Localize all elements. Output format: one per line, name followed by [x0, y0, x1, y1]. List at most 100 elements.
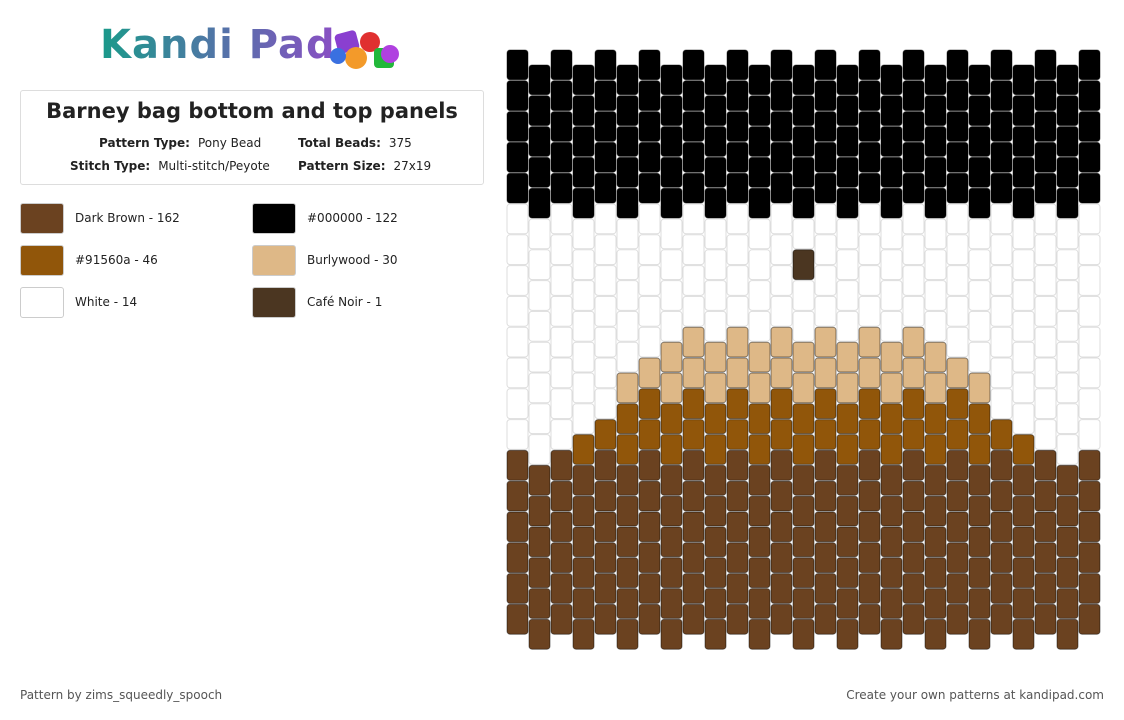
- bead: [594, 603, 617, 635]
- bead: [858, 419, 881, 450]
- bead: [594, 357, 617, 389]
- swatch-label: Dark Brown - 162: [75, 211, 180, 225]
- bead: [836, 372, 859, 404]
- bead: [836, 280, 859, 311]
- bead: [968, 588, 991, 619]
- bead: [924, 618, 947, 650]
- bead: [1034, 80, 1057, 112]
- bead: [924, 341, 947, 373]
- bead: [814, 111, 837, 142]
- bead: [726, 419, 749, 450]
- bead: [990, 234, 1013, 266]
- bead: [770, 573, 793, 604]
- bead: [902, 511, 925, 543]
- bead: [1056, 341, 1079, 373]
- bead: [902, 573, 925, 604]
- bead: [616, 495, 639, 527]
- bead: [616, 249, 639, 281]
- bead: [506, 542, 529, 574]
- bead: [682, 234, 705, 266]
- bead: [1056, 526, 1079, 558]
- bead: [836, 156, 859, 188]
- swatch: [20, 245, 64, 276]
- bead: [660, 249, 683, 281]
- bead: [572, 280, 595, 311]
- bead: [748, 249, 771, 281]
- bead: [528, 557, 551, 589]
- bead: [792, 310, 815, 342]
- bead: [660, 464, 683, 496]
- bead: [616, 218, 639, 250]
- bead: [902, 203, 925, 235]
- bead: [748, 618, 771, 650]
- bead: [572, 434, 595, 465]
- bead: [814, 80, 837, 112]
- bead: [704, 464, 727, 496]
- bead: [726, 449, 749, 481]
- bead: [506, 265, 529, 296]
- bead: [770, 172, 793, 204]
- bead: [968, 403, 991, 435]
- bead: [748, 280, 771, 311]
- bead: [968, 126, 991, 157]
- bead: [704, 557, 727, 589]
- bead: [550, 203, 573, 235]
- bead: [836, 310, 859, 342]
- bead: [748, 588, 771, 619]
- bead: [792, 618, 815, 650]
- bead: [550, 511, 573, 543]
- bead: [902, 603, 925, 635]
- bead: [682, 573, 705, 604]
- bead: [704, 588, 727, 619]
- bead: [968, 341, 991, 373]
- bead: [1078, 573, 1101, 604]
- bead: [792, 526, 815, 558]
- bead: [814, 295, 837, 327]
- footer-link[interactable]: Create your own patterns at kandipad.com: [846, 688, 1104, 702]
- bead: [682, 388, 705, 420]
- bead: [858, 49, 881, 81]
- bead: [726, 172, 749, 204]
- bead: [924, 156, 947, 188]
- bead: [1034, 511, 1057, 543]
- swatch: [252, 245, 296, 276]
- bead: [506, 172, 529, 204]
- bead: [616, 310, 639, 342]
- bead: [682, 419, 705, 450]
- info-box: Barney bag bottom and top panels Pattern…: [20, 90, 484, 185]
- bead: [506, 203, 529, 235]
- bead: [1056, 434, 1079, 465]
- bead: [990, 419, 1013, 450]
- bead: [792, 187, 815, 219]
- detail-value: 375: [388, 136, 412, 150]
- bead: [682, 511, 705, 543]
- bead: [1012, 64, 1035, 96]
- bead: [638, 111, 661, 142]
- detail-label: Stitch Type:: [70, 159, 151, 173]
- bead: [792, 249, 815, 281]
- bead: [704, 64, 727, 96]
- bead: [726, 357, 749, 389]
- bead: [1034, 111, 1057, 142]
- bead: [506, 141, 529, 173]
- bead: [1012, 126, 1035, 157]
- bead: [572, 126, 595, 157]
- bead: [1012, 249, 1035, 281]
- bead: [660, 126, 683, 157]
- bead: [1078, 295, 1101, 327]
- bead: [858, 234, 881, 266]
- bead: [638, 357, 661, 389]
- bead: [1056, 310, 1079, 342]
- bead: [594, 449, 617, 481]
- detail-label: Pattern Size:: [298, 159, 386, 173]
- bead: [946, 573, 969, 604]
- bead: [638, 573, 661, 604]
- logo[interactable]: Kandi Pad: [100, 22, 336, 68]
- bead: [990, 203, 1013, 235]
- bead: [946, 295, 969, 327]
- bead: [638, 265, 661, 296]
- bead: [616, 588, 639, 619]
- bead: [990, 480, 1013, 512]
- bead: [880, 495, 903, 527]
- bead: [836, 249, 859, 281]
